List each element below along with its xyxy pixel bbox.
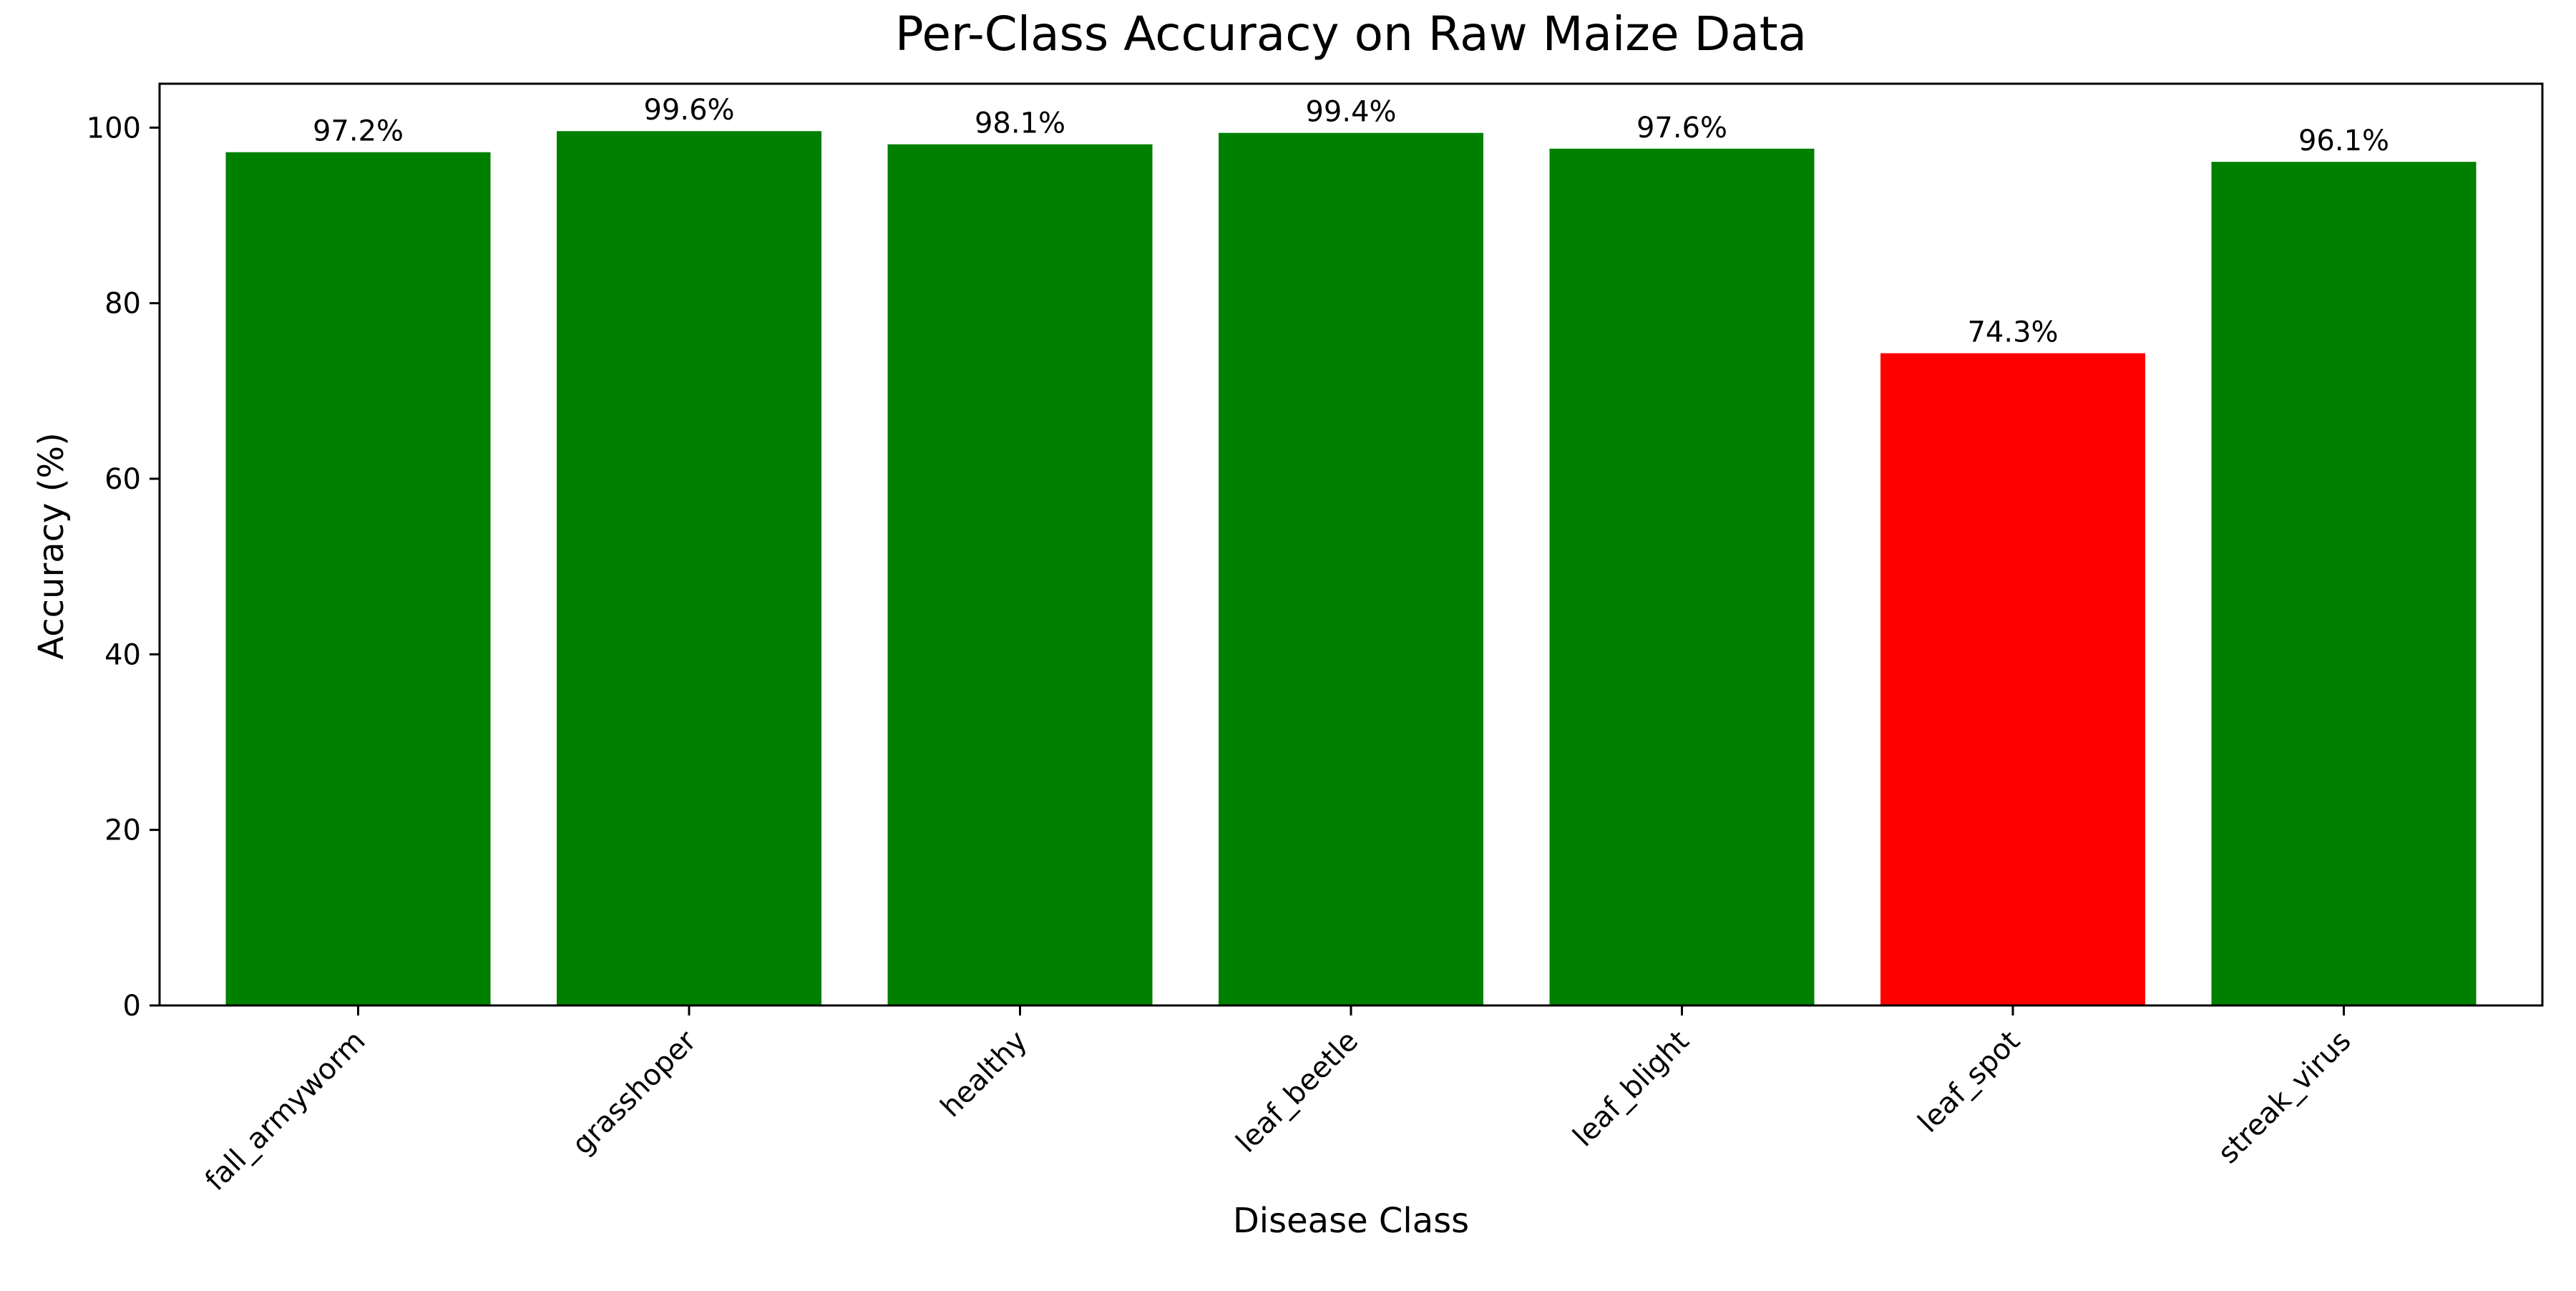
bar-streak-virus: [2211, 162, 2477, 1005]
data-label-streak-virus: 96.1%: [2298, 125, 2389, 157]
plot-area: 97.2% 99.6% 98.1% 99.4% 97.6% 74.3% 96.1% 0 20 40…: [87, 82, 2544, 1198]
data-label-grasshoper: 99.6%: [643, 94, 734, 127]
y-tick-label: 60: [104, 463, 141, 496]
y-tick-label: 40: [104, 638, 141, 671]
y-axis-label: Accuracy (%): [31, 432, 72, 659]
y-tick-label: 0: [123, 990, 141, 1023]
data-label-leaf-spot: 74.3%: [1967, 316, 2058, 349]
bar-grasshoper: [557, 131, 821, 1006]
x-tick-label-fall-armyworm: fall_armyworm: [199, 1025, 372, 1198]
chart-title: Per-Class Accuracy on Raw Maize Data: [895, 6, 1807, 62]
x-tick-label-leaf-beetle: leaf_beetle: [1230, 1025, 1365, 1159]
data-label-healthy: 98.1%: [975, 107, 1065, 140]
bar-leaf-beetle: [1219, 132, 1483, 1006]
x-tick-label-grasshoper: grasshoper: [566, 1024, 703, 1161]
data-label-leaf-beetle: 99.4%: [1305, 96, 1396, 129]
x-axis-label: Disease Class: [1233, 1201, 1469, 1241]
bar-healthy: [887, 144, 1153, 1005]
x-tick-label-streak-virus: streak_virus: [2212, 1025, 2358, 1171]
data-label-leaf-blight: 97.6%: [1636, 112, 1727, 145]
y-tick-label: 100: [87, 112, 141, 145]
y-tick-label: 20: [104, 814, 141, 847]
bar-leaf-spot: [1880, 353, 2145, 1006]
y-tick-label: 80: [104, 288, 141, 321]
bar-leaf-blight: [1549, 148, 1815, 1005]
x-tick-label-leaf-spot: leaf_spot: [1912, 1025, 2026, 1139]
x-tick-label-leaf-blight: leaf_blight: [1567, 1025, 1696, 1154]
data-label-fall-armyworm: 97.2%: [313, 115, 404, 148]
x-tick-label-healthy: healthy: [935, 1025, 1034, 1124]
bar-fall-armyworm: [225, 152, 491, 1006]
